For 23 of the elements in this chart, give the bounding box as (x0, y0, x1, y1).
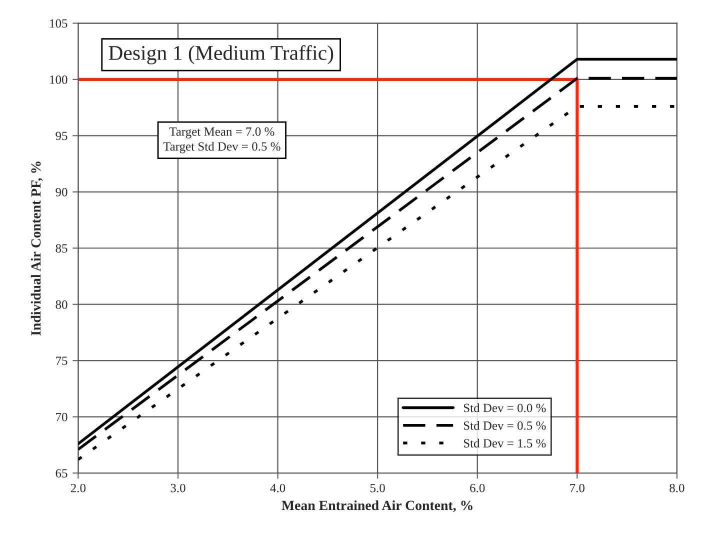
text: Design 1 (Medium Traffic) (108, 45, 334, 64)
y-tick-label: 95 (56, 132, 68, 140)
x-tick-label: 6.0 (470, 484, 485, 492)
x-axis-title: Mean Entrained Air Content, % (282, 500, 472, 512)
legend-label: Std Dev = 1.5 % (464, 438, 546, 448)
y-tick-label: 85 (56, 244, 68, 253)
y-tick-label: 105 (50, 19, 68, 28)
legend-label: Std Dev = 0.0 % (464, 403, 546, 412)
y-tick-label: 65 (56, 469, 68, 478)
y-tick-label: 70 (56, 412, 68, 422)
y-tick-label: 75 (56, 356, 68, 366)
y-tick-label: 90 (56, 188, 68, 196)
x-tick-label: 3.0 (170, 484, 186, 492)
x-tick-label: 2.0 (70, 484, 86, 492)
annotation: Target Mean = 7.0 % Target Std Dev = 0.5 % (163, 127, 280, 154)
y-tick-label: 100 (50, 75, 68, 84)
y-tick-label: 80 (56, 300, 68, 309)
legend-label: Std Dev = 0.5 % (464, 421, 546, 430)
x-tick-label: 5.0 (370, 484, 385, 492)
y-axis-title: Individual Air Content PF, % (30, 162, 43, 336)
x-tick-label: 4.0 (270, 484, 286, 492)
x-tick-label: 8.0 (670, 484, 684, 492)
x-tick-label: 7.0 (570, 484, 584, 492)
